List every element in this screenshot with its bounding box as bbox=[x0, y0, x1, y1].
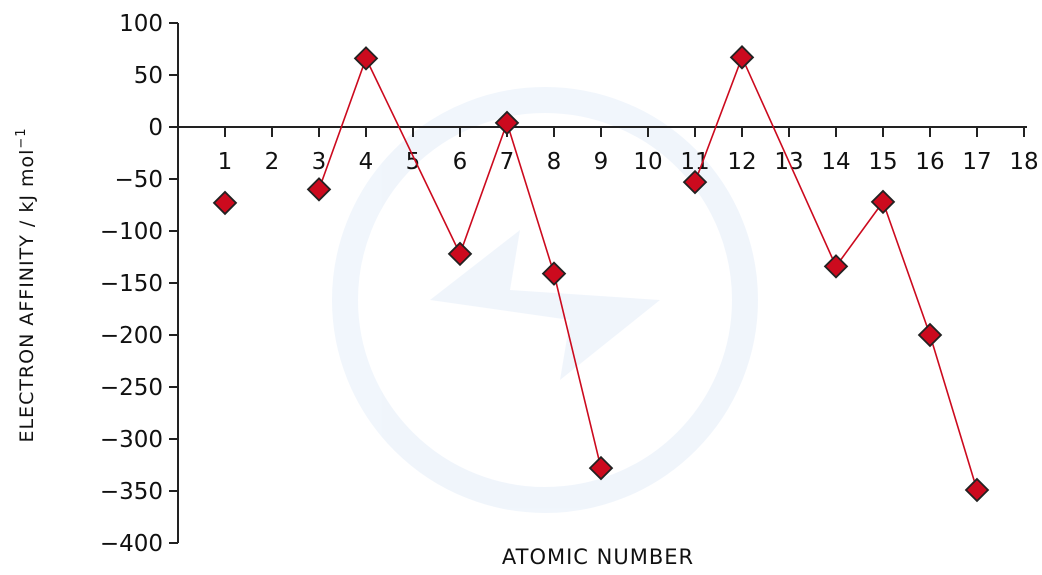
x-tick-label: 8 bbox=[547, 149, 562, 175]
y-tick-label: −150 bbox=[100, 271, 163, 297]
data-point-marker bbox=[682, 169, 708, 195]
data-point-marker bbox=[541, 261, 567, 286]
series-line bbox=[694, 55, 978, 491]
x-tick-label: 2 bbox=[265, 149, 280, 175]
x-tick-label: 15 bbox=[868, 149, 897, 175]
data-point-marker bbox=[729, 45, 755, 70]
x-tick-label: 9 bbox=[594, 149, 609, 175]
data-point-marker bbox=[870, 189, 896, 215]
y-axis-title: ELECTRON AFFINITY / kJ mol−1 bbox=[14, 127, 38, 442]
data-point-marker bbox=[212, 190, 238, 216]
x-tick-label: 5 bbox=[406, 149, 421, 175]
y-tick-label: −100 bbox=[100, 219, 163, 245]
series-lines bbox=[318, 55, 978, 491]
x-tick-label: 3 bbox=[312, 149, 327, 175]
data-point-marker bbox=[494, 110, 520, 136]
y-axis-ticks: 100 50 0 −50 −100 −150 −200 −250 −300 −350 −400 bbox=[100, 11, 178, 557]
x-tick-label: 1 bbox=[218, 149, 233, 175]
y-axis-title-superscript: −1 bbox=[14, 127, 29, 148]
y-tick-label: 0 bbox=[148, 115, 163, 141]
data-point-marker bbox=[588, 455, 614, 481]
y-tick-label: −50 bbox=[114, 167, 163, 193]
x-axis-ticks: 1 2 3 4 5 6 7 8 9 10 11 12 13 14 15 16 17 18 bbox=[218, 127, 1039, 175]
x-tick-label: 4 bbox=[359, 149, 374, 175]
y-tick-label: 50 bbox=[134, 63, 163, 89]
x-tick-label: 6 bbox=[453, 149, 468, 175]
y-tick-label: −250 bbox=[100, 375, 163, 401]
x-axis-title: ATOMIC NUMBER bbox=[502, 545, 694, 569]
series-line bbox=[318, 56, 602, 469]
y-tick-label: −400 bbox=[100, 531, 163, 557]
data-markers bbox=[212, 45, 990, 503]
data-point-marker bbox=[447, 241, 473, 267]
y-tick-label: 100 bbox=[119, 11, 163, 37]
x-tick-label: 12 bbox=[727, 149, 756, 175]
data-point-marker bbox=[964, 477, 990, 503]
data-point-marker bbox=[353, 46, 379, 71]
x-tick-label: 10 bbox=[633, 149, 662, 175]
data-point-marker bbox=[823, 254, 849, 279]
watermark-logo bbox=[332, 87, 758, 513]
y-tick-label: −350 bbox=[100, 479, 163, 505]
data-point-marker bbox=[306, 177, 332, 202]
y-axis-title-main: ELECTRON AFFINITY / kJ mol bbox=[16, 149, 38, 443]
x-tick-label: 17 bbox=[962, 149, 991, 175]
y-tick-label: −300 bbox=[100, 427, 163, 453]
x-tick-label: 7 bbox=[500, 149, 515, 175]
x-tick-label: 18 bbox=[1009, 149, 1038, 175]
y-tick-label: −200 bbox=[100, 323, 163, 349]
data-point-marker bbox=[917, 322, 943, 348]
x-tick-label: 16 bbox=[915, 149, 944, 175]
x-tick-label: 14 bbox=[821, 149, 850, 175]
